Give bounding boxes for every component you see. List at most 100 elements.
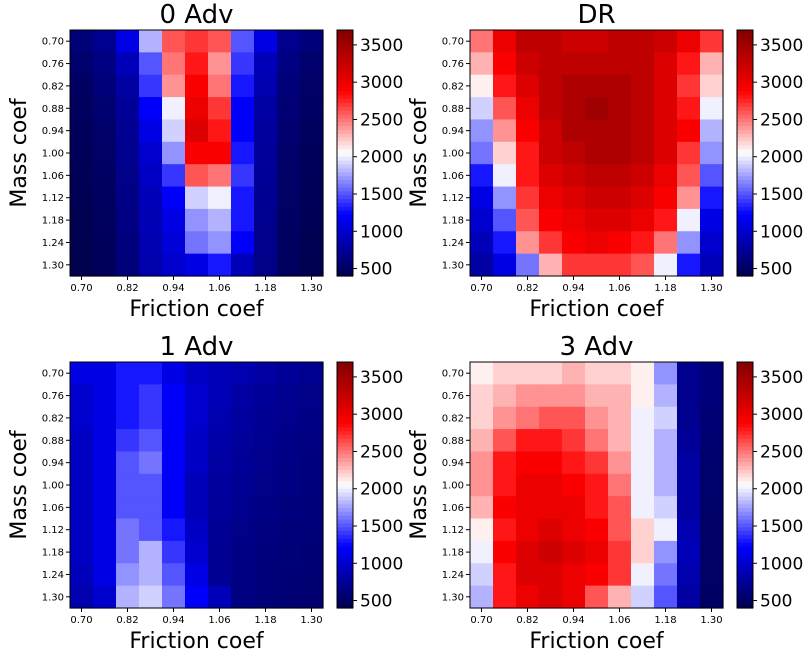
heatmap-cell xyxy=(493,540,517,564)
colorbar: 500 1000 1500 2000 2500 3000 3500 xyxy=(736,29,803,280)
y-tick-label: 1.12 xyxy=(442,193,464,204)
heatmap-cell xyxy=(585,30,609,53)
colorbar-segment xyxy=(337,176,353,181)
colorbar-segment xyxy=(337,377,353,382)
heatmap-cell xyxy=(585,231,609,255)
heatmap-cell xyxy=(116,119,140,143)
heatmap-cell xyxy=(139,384,163,408)
heatmap-cell xyxy=(300,30,324,53)
heatmap-cell xyxy=(70,231,94,255)
x-axis-label: Friction coef xyxy=(529,297,665,322)
x-tick-label: 1.30 xyxy=(700,615,722,626)
heatmap-cell xyxy=(254,52,278,76)
x-tick-label: 0.82 xyxy=(116,615,138,626)
colorbar-segment xyxy=(337,546,353,551)
colorbar-segment xyxy=(337,237,353,242)
colorbar-segment xyxy=(737,103,753,108)
colorbar-segment xyxy=(737,504,753,509)
heatmap-cell xyxy=(277,496,301,520)
heatmap-cell xyxy=(516,119,540,143)
heatmap-cell xyxy=(300,406,324,430)
heatmap-cell xyxy=(208,208,232,232)
colorbar-segment xyxy=(737,245,753,250)
y-tick-label: 1.24 xyxy=(42,238,64,249)
colorbar-segment xyxy=(337,554,353,559)
heatmap-cell xyxy=(185,30,209,53)
heatmap-cell xyxy=(70,540,94,564)
heatmap-cell xyxy=(585,164,609,188)
heatmap-cell xyxy=(162,406,186,430)
heatmap-cell xyxy=(700,540,724,564)
heatmap-cell xyxy=(539,52,563,76)
heatmap-cell xyxy=(585,384,609,408)
colorbar-segment xyxy=(737,427,753,432)
heatmap-cell xyxy=(277,141,301,165)
y-tick-label: 1.18 xyxy=(42,548,64,559)
y-tick-label: 1.00 xyxy=(42,149,64,160)
heatmap-panel-4: 3 Adv 0.70 0.76 0.82 0.88 0.94 1.00 1.06 1.12 1.1… xyxy=(407,332,803,654)
heatmap-cell xyxy=(631,30,655,53)
heatmap-cell xyxy=(93,30,117,53)
heatmap-cell xyxy=(231,496,255,520)
heatmap-cell xyxy=(139,74,163,98)
colorbar-segment xyxy=(337,604,353,609)
heatmap-cell xyxy=(231,473,255,497)
colorbar-segment xyxy=(737,129,753,135)
colorbar-segment xyxy=(737,438,753,444)
colorbar-segment xyxy=(737,76,753,81)
heatmap-cell xyxy=(231,585,255,609)
colorbar-segment xyxy=(737,538,753,544)
colorbar-segment xyxy=(737,172,753,177)
colorbar-segment xyxy=(337,30,353,35)
heatmap-cell xyxy=(70,473,94,497)
heatmap-cell xyxy=(208,473,232,497)
heatmap-cell xyxy=(493,253,517,277)
heatmap-cell xyxy=(116,208,140,232)
heatmap-cell xyxy=(70,141,94,165)
colorbar-tick-label: 2000 xyxy=(360,480,403,500)
colorbar-segment xyxy=(337,596,353,601)
heatmap-cell xyxy=(208,540,232,564)
heatmap-cell xyxy=(254,362,278,385)
colorbar-segment xyxy=(337,584,353,590)
heatmap-cell xyxy=(162,540,186,564)
heatmap-cell xyxy=(700,119,724,143)
heatmap-cell xyxy=(93,231,117,255)
heatmap-cell xyxy=(470,473,494,497)
heatmap-cell xyxy=(231,208,255,232)
heatmap-cell xyxy=(300,164,324,188)
colorbar-segment xyxy=(337,260,353,266)
colorbar-segment xyxy=(337,469,353,475)
heatmap-cell xyxy=(608,540,632,564)
heatmap-cell xyxy=(539,406,563,430)
heatmap-cell xyxy=(654,384,678,408)
heatmap-cell xyxy=(254,231,278,255)
heatmap-cell xyxy=(700,97,724,121)
colorbar-segment xyxy=(737,369,753,375)
colorbar-segment xyxy=(337,256,353,262)
heatmap-cell xyxy=(585,253,609,277)
y-tick-label: 0.94 xyxy=(42,126,64,137)
heatmap-cell xyxy=(208,518,232,542)
heatmap-cell xyxy=(562,141,586,165)
heatmap-cell xyxy=(185,362,209,385)
heatmap-cell xyxy=(562,74,586,98)
heatmap-cell xyxy=(516,74,540,98)
colorbar-segment xyxy=(337,488,353,494)
colorbar-tick-label: 500 xyxy=(360,260,392,280)
colorbar-segment xyxy=(737,592,753,598)
colorbar-segment xyxy=(737,141,753,146)
heatmap-panel-3: 1 Adv 0.70 0.76 0.82 0.88 0.94 1.00 1.06 1.12 1.1… xyxy=(7,332,403,654)
heatmap-cell xyxy=(631,451,655,475)
heatmap-cell xyxy=(631,563,655,587)
colorbar-segment xyxy=(337,160,353,166)
heatmap-cell xyxy=(208,384,232,408)
colorbar-segment xyxy=(337,492,353,498)
x-tick-label: 1.30 xyxy=(700,283,722,294)
y-tick-label: 0.94 xyxy=(42,458,64,469)
heatmap-cell xyxy=(470,518,494,542)
colorbar-segment xyxy=(737,195,753,200)
heatmap-cell xyxy=(231,406,255,430)
heatmap-cell xyxy=(493,496,517,520)
heatmap-cell xyxy=(631,384,655,408)
